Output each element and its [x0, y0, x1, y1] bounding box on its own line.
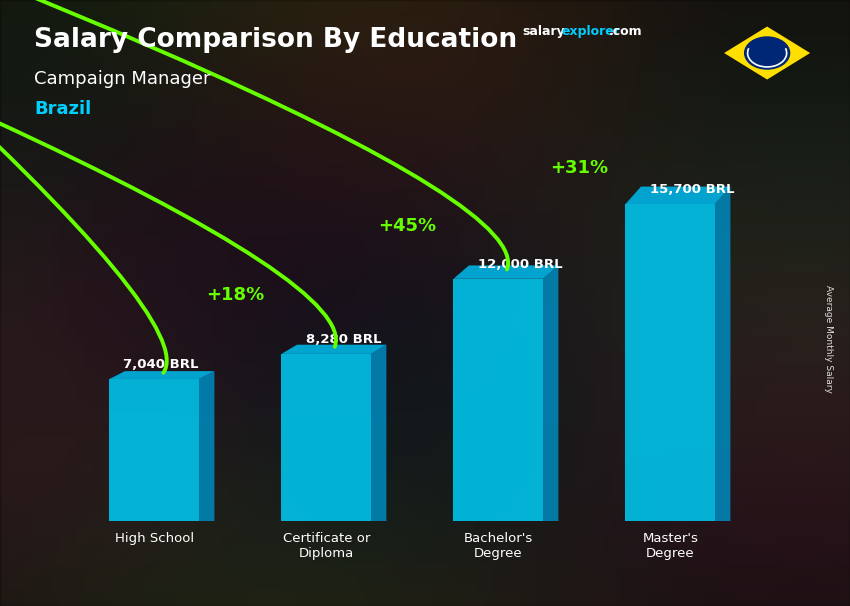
- Text: explorer: explorer: [561, 25, 620, 38]
- Text: Average Monthly Salary: Average Monthly Salary: [824, 285, 833, 393]
- Text: +45%: +45%: [378, 217, 436, 235]
- Polygon shape: [281, 354, 371, 521]
- Text: Brazil: Brazil: [34, 100, 91, 118]
- Polygon shape: [110, 379, 199, 521]
- Polygon shape: [454, 279, 543, 521]
- Text: 7,040 BRL: 7,040 BRL: [123, 358, 199, 371]
- Text: .com: .com: [609, 25, 643, 38]
- Polygon shape: [626, 204, 715, 521]
- Polygon shape: [715, 187, 730, 521]
- Text: 15,700 BRL: 15,700 BRL: [649, 183, 734, 196]
- Text: Campaign Manager: Campaign Manager: [34, 70, 211, 88]
- Polygon shape: [626, 187, 730, 204]
- Text: +18%: +18%: [206, 286, 264, 304]
- Circle shape: [745, 37, 790, 69]
- Text: Salary Comparison By Education: Salary Comparison By Education: [34, 27, 517, 53]
- Text: 8,280 BRL: 8,280 BRL: [305, 333, 381, 346]
- Polygon shape: [454, 265, 558, 279]
- Polygon shape: [724, 27, 810, 79]
- Text: 12,000 BRL: 12,000 BRL: [478, 258, 562, 271]
- Text: +31%: +31%: [550, 159, 608, 177]
- Text: salary: salary: [523, 25, 565, 38]
- Polygon shape: [543, 265, 558, 521]
- Polygon shape: [371, 345, 387, 521]
- Polygon shape: [199, 371, 214, 521]
- Polygon shape: [281, 345, 387, 354]
- Polygon shape: [110, 371, 214, 379]
